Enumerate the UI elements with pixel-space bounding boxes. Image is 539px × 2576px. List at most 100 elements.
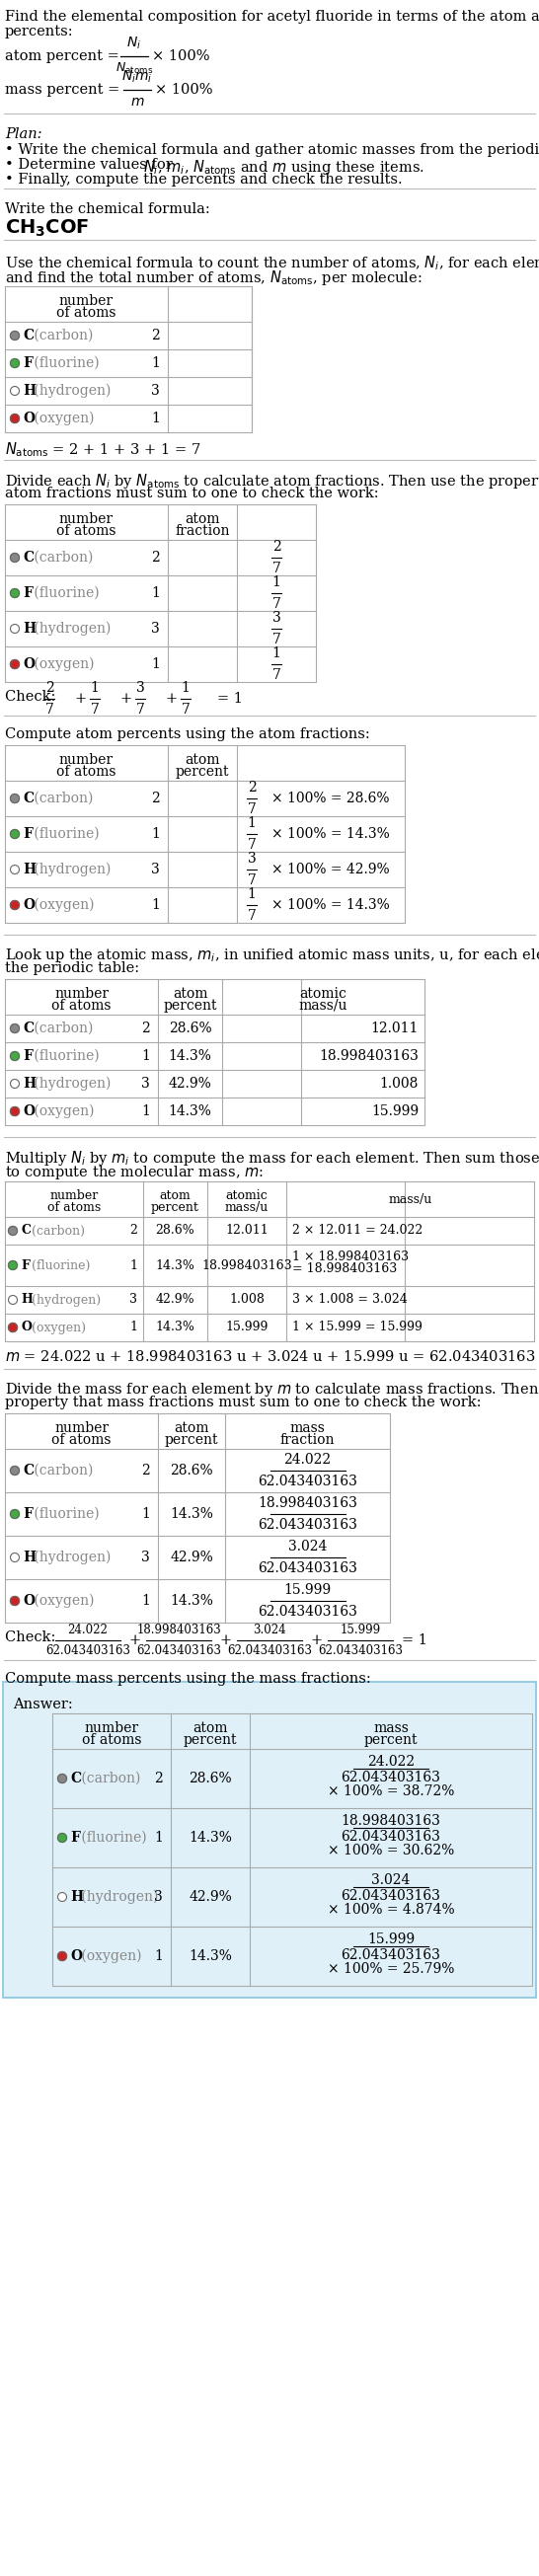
Text: to compute the molecular mass, $m$:: to compute the molecular mass, $m$:: [5, 1164, 264, 1182]
Text: F: F: [20, 1260, 30, 1273]
Text: H: H: [23, 384, 36, 397]
Text: 15.999: 15.999: [371, 1105, 419, 1118]
Text: atom: atom: [174, 1422, 209, 1435]
Text: 3: 3: [151, 384, 160, 397]
Text: × 100% = 14.3%: × 100% = 14.3%: [272, 827, 390, 840]
Text: 2: 2: [45, 680, 54, 696]
Circle shape: [10, 623, 19, 634]
Text: 12.011: 12.011: [225, 1224, 268, 1236]
Text: (oxygen): (oxygen): [30, 899, 95, 912]
Text: 7: 7: [91, 703, 99, 716]
Text: 2: 2: [129, 1224, 137, 1236]
Text: (fluorine): (fluorine): [30, 1048, 100, 1064]
Text: mass/u: mass/u: [388, 1193, 432, 1206]
Text: 2 × 12.011 = 24.022: 2 × 12.011 = 24.022: [292, 1224, 423, 1236]
Circle shape: [9, 1324, 17, 1332]
Text: 18.998403163: 18.998403163: [258, 1497, 357, 1510]
Text: mass/u: mass/u: [299, 999, 348, 1012]
Circle shape: [10, 1079, 19, 1087]
Text: 7: 7: [247, 801, 256, 817]
Text: 15.999: 15.999: [225, 1321, 268, 1334]
Text: 3.024: 3.024: [288, 1540, 327, 1553]
Text: 1: 1: [154, 1950, 163, 1963]
Text: $N_i m_i$: $N_i m_i$: [122, 70, 153, 85]
Text: (oxygen): (oxygen): [27, 1321, 86, 1334]
Text: (carbon): (carbon): [30, 1023, 94, 1036]
Text: Use the chemical formula to count the number of atoms, $N_i$, for each element: Use the chemical formula to count the nu…: [5, 252, 539, 273]
Text: × 100% = 4.874%: × 100% = 4.874%: [327, 1904, 454, 1917]
Text: 14.3%: 14.3%: [156, 1260, 195, 1273]
Text: • Write the chemical formula and gather atomic masses from the periodic table.: • Write the chemical formula and gather …: [5, 144, 539, 157]
Text: 28.6%: 28.6%: [189, 1772, 232, 1785]
Text: Look up the atomic mass, $m_i$, in unified atomic mass units, u, for each elemen: Look up the atomic mass, $m_i$, in unifi…: [5, 945, 539, 963]
Circle shape: [10, 590, 19, 598]
Text: × 100% = 38.72%: × 100% = 38.72%: [328, 1785, 454, 1798]
Text: O: O: [23, 657, 34, 672]
Text: +: +: [75, 693, 87, 706]
Text: number: number: [59, 513, 114, 526]
Text: 7: 7: [136, 703, 144, 716]
Text: 15.999: 15.999: [284, 1584, 331, 1597]
Text: (oxygen): (oxygen): [78, 1950, 142, 1963]
Text: 28.6%: 28.6%: [170, 1463, 213, 1479]
Text: H: H: [23, 621, 36, 636]
Text: (carbon): (carbon): [30, 1463, 94, 1479]
Circle shape: [10, 659, 19, 670]
Text: (carbon): (carbon): [30, 330, 94, 343]
Circle shape: [10, 386, 19, 394]
Text: $N_i$, $m_i$, $N_\mathrm{atoms}$ and $m$ using these items.: $N_i$, $m_i$, $N_\mathrm{atoms}$ and $m$…: [143, 157, 424, 178]
Circle shape: [58, 1834, 67, 1842]
Text: H: H: [23, 1551, 36, 1564]
Text: F: F: [23, 827, 32, 840]
Text: atom: atom: [160, 1190, 191, 1203]
Text: 62.043403163: 62.043403163: [341, 1829, 441, 1844]
Text: 7: 7: [272, 598, 281, 611]
Text: number: number: [59, 294, 114, 309]
Text: 1: 1: [141, 1507, 150, 1520]
Text: mass: mass: [373, 1721, 409, 1736]
Text: (fluorine): (fluorine): [78, 1832, 147, 1844]
Circle shape: [10, 793, 19, 804]
Text: × 100%: × 100%: [155, 82, 213, 98]
Text: 7: 7: [272, 562, 281, 574]
Text: F: F: [23, 587, 32, 600]
Text: Divide the mass for each element by $m$ to calculate mass fractions. Then use th: Divide the mass for each element by $m$ …: [5, 1381, 539, 1399]
Text: C: C: [23, 551, 33, 564]
Text: 42.9%: 42.9%: [156, 1293, 195, 1306]
Text: (carbon): (carbon): [27, 1224, 85, 1236]
Circle shape: [10, 554, 19, 562]
Text: 1: 1: [141, 1105, 150, 1118]
Text: 1: 1: [272, 574, 281, 590]
Text: 24.022: 24.022: [284, 1453, 331, 1466]
Text: (hydrogen): (hydrogen): [30, 1551, 112, 1564]
Text: 1.008: 1.008: [379, 1077, 419, 1090]
Circle shape: [10, 1025, 19, 1033]
Text: × 100% = 30.62%: × 100% = 30.62%: [328, 1844, 454, 1857]
Text: +: +: [220, 1633, 232, 1646]
Text: • Finally, compute the percents and check the results.: • Finally, compute the percents and chec…: [5, 173, 403, 185]
Text: 62.043403163: 62.043403163: [258, 1605, 357, 1618]
Bar: [3, 1682, 536, 1996]
Circle shape: [10, 1051, 19, 1061]
Text: = 1: = 1: [402, 1633, 427, 1646]
Text: 28.6%: 28.6%: [156, 1224, 195, 1236]
Text: 7: 7: [247, 837, 256, 853]
Text: 1: 1: [151, 587, 160, 600]
Text: (oxygen): (oxygen): [30, 1595, 95, 1607]
Text: 1: 1: [151, 827, 160, 840]
Text: and find the total number of atoms, $N_\mathrm{atoms}$, per molecule:: and find the total number of atoms, $N_\…: [5, 268, 422, 286]
Text: C: C: [23, 1463, 33, 1479]
Text: 1: 1: [154, 1832, 163, 1844]
Text: (oxygen): (oxygen): [30, 1105, 95, 1118]
Text: 1: 1: [151, 355, 160, 371]
Text: O: O: [23, 899, 34, 912]
Circle shape: [58, 1893, 67, 1901]
Text: of atoms: of atoms: [52, 1432, 112, 1448]
Text: 62.043403163: 62.043403163: [227, 1643, 312, 1656]
Text: × 100% = 25.79%: × 100% = 25.79%: [328, 1963, 454, 1976]
Text: atom: atom: [172, 987, 208, 1002]
Text: 3: 3: [154, 1891, 163, 1904]
Text: $N_i$: $N_i$: [127, 36, 142, 52]
Text: 1: 1: [272, 647, 281, 659]
Text: (fluorine): (fluorine): [30, 1507, 100, 1520]
